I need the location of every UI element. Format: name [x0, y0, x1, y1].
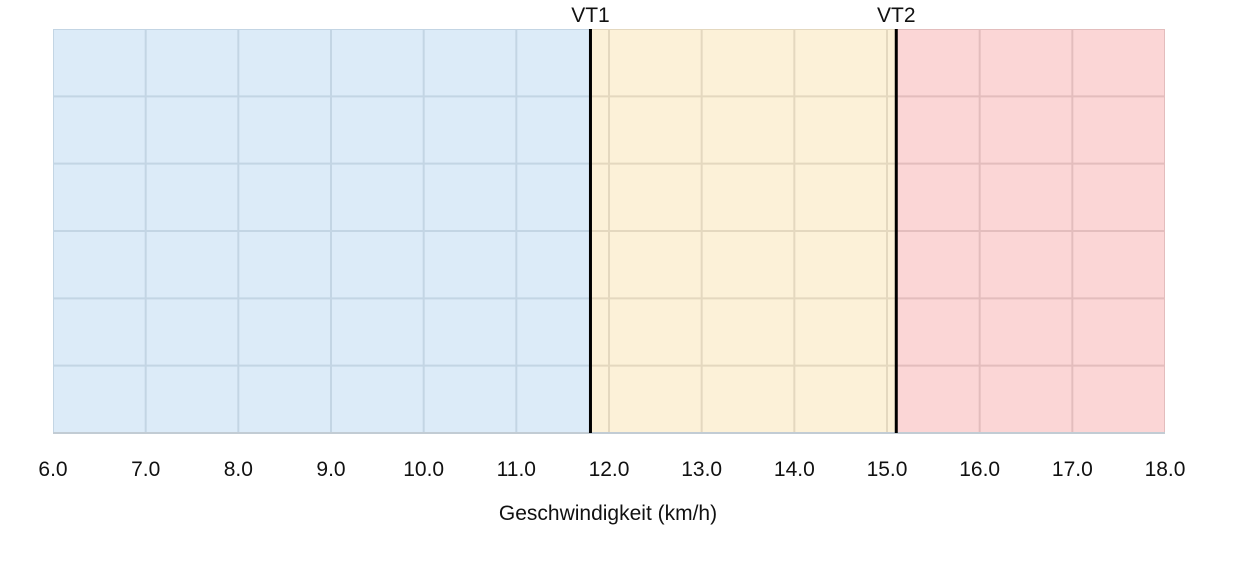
zone-grid-2: [590, 29, 897, 433]
x-tick-label: 10.0: [403, 458, 444, 481]
x-tick-label: 8.0: [224, 458, 253, 481]
x-tick-label: 16.0: [959, 458, 1000, 481]
x-tick-labels: 6.0 7.0 8.0 9.0 10.0 11.0 12.0 13.0 14.0 15.0 16.0…: [38, 458, 1185, 481]
x-tick-label: 17.0: [1052, 458, 1093, 481]
x-tick-label: 13.0: [681, 458, 722, 481]
x-tick-label: 18.0: [1145, 458, 1186, 481]
x-tick-label: 11.0: [497, 458, 536, 481]
x-tick-label: 14.0: [774, 458, 815, 481]
zone-grid-1: [53, 29, 591, 433]
x-axis-label: Geschwindigkeit (km/h): [499, 502, 717, 525]
x-tick-label: 7.0: [131, 458, 160, 481]
x-tick-label: 6.0: [38, 458, 67, 481]
threshold-markers: VT1 VT2: [571, 4, 916, 433]
threshold-label-vt2: VT2: [877, 4, 916, 27]
x-tick-label: 12.0: [589, 458, 630, 481]
x-tick-label: 15.0: [867, 458, 908, 481]
x-tick-label: 9.0: [316, 458, 345, 481]
grid-layer: [53, 29, 1165, 433]
threshold-label-vt1: VT1: [571, 4, 610, 27]
zone-grid-3: [896, 29, 1165, 433]
